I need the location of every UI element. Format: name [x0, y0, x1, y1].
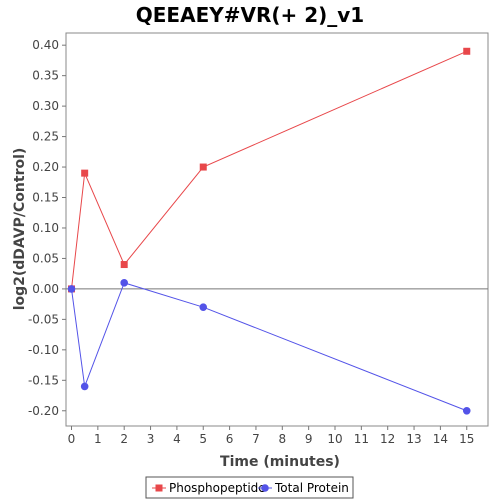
- x-tick-label: 5: [199, 432, 207, 446]
- x-tick-label: 4: [173, 432, 181, 446]
- x-axis-label: Time (minutes): [220, 454, 340, 470]
- y-tick-label: 0.30: [32, 99, 59, 113]
- y-tick-label: -0.20: [28, 404, 59, 418]
- legend-item: Phosphopeptide: [152, 481, 266, 495]
- data-point: [120, 279, 128, 287]
- x-tick-label: 1: [94, 432, 102, 446]
- x-tick-label: 11: [354, 432, 369, 446]
- series-layer: [67, 47, 471, 415]
- y-tick-label: -0.05: [28, 312, 59, 326]
- y-tick-label: 0.25: [32, 130, 59, 144]
- legend-swatch-marker: [155, 484, 163, 492]
- series-total-protein: [67, 279, 471, 415]
- x-tick-label: 7: [252, 432, 260, 446]
- legend-items: Phosphopeptide Total Protein: [152, 481, 349, 495]
- plot-area: [65, 32, 489, 427]
- data-point: [67, 285, 76, 293]
- chart-title: QEEAEY#VR(+ 2)_v1: [136, 3, 364, 27]
- legend-item: Total Protein: [258, 481, 349, 495]
- data-point: [80, 382, 89, 391]
- y-tick-label: 0.40: [32, 38, 59, 52]
- data-point: [199, 303, 208, 311]
- legend: Phosphopeptide Total Protein: [145, 476, 354, 499]
- x-tick-label: 8: [278, 432, 286, 446]
- x-tick-label: 6: [226, 432, 234, 446]
- x-tick-label: 13: [406, 432, 421, 446]
- x-tick-label: 15: [459, 432, 474, 446]
- data-point: [81, 169, 89, 177]
- legend-label: Phosphopeptide: [169, 481, 266, 495]
- y-axis-ticks: -0.20 -0.15 -0.10 -0.05 0.00 0.05 0.10 0.15 0.20…: [28, 38, 66, 418]
- x-tick-label: 2: [120, 432, 128, 446]
- y-tick-label: -0.10: [28, 343, 59, 357]
- x-tick-label: 14: [433, 432, 448, 446]
- x-tick-label: 9: [305, 432, 313, 446]
- y-tick-label: 0.15: [32, 191, 59, 205]
- y-tick-label: 0.00: [32, 282, 59, 296]
- legend-label: Total Protein: [274, 481, 349, 495]
- y-tick-label: 0.20: [32, 160, 59, 174]
- legend-box: [145, 476, 354, 499]
- y-axis-label: log2(dDAVP/Control): [12, 148, 28, 311]
- x-tick-label: 0: [68, 432, 76, 446]
- legend-swatch-marker: [261, 484, 269, 492]
- data-point: [199, 163, 207, 171]
- y-tick-label: 0.10: [32, 221, 59, 235]
- x-tick-label: 10: [327, 432, 342, 446]
- x-tick-label: 3: [147, 432, 155, 446]
- y-tick-label: 0.35: [32, 69, 59, 83]
- y-tick-label: 0.05: [32, 251, 59, 265]
- data-point: [120, 261, 128, 269]
- x-axis-ticks: 0 1 2 3 4 5 6 7 8 9 10 11 12 13 14 15: [68, 426, 474, 446]
- data-point: [463, 47, 471, 55]
- y-tick-label: -0.15: [28, 373, 59, 387]
- data-point: [462, 406, 471, 415]
- x-tick-label: 12: [380, 432, 395, 446]
